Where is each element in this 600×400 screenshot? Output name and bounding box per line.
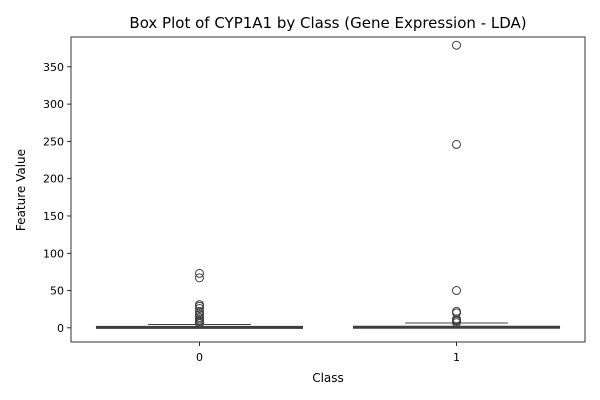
outlier-point xyxy=(195,303,204,313)
outlier-point xyxy=(452,318,461,328)
outlier-point xyxy=(195,318,204,328)
outlier-point xyxy=(195,306,204,316)
outlier-point xyxy=(452,139,461,149)
chart-title: Box Plot of CYP1A1 by Class (Gene Expres… xyxy=(129,14,526,32)
outlier-point xyxy=(195,301,204,311)
outlier-point xyxy=(195,268,204,278)
y-axis-label: Feature Value xyxy=(14,149,28,231)
y-tick-label: 150 xyxy=(43,210,64,223)
outlier-point xyxy=(452,40,461,50)
y-axis: 0 50 100 150 200 250 300 350 xyxy=(43,61,71,335)
y-tick-label: 0 xyxy=(57,322,64,335)
box-group-class-1 xyxy=(352,40,561,329)
outlier-point xyxy=(452,286,461,296)
y-tick-label: 100 xyxy=(43,247,64,260)
x-tick-label: 1 xyxy=(453,351,460,364)
plot-frame xyxy=(70,36,586,343)
outlier-point xyxy=(195,273,204,283)
x-tick-label: 0 xyxy=(196,351,203,364)
y-tick-label: 250 xyxy=(43,135,64,148)
y-tick-label: 300 xyxy=(43,98,64,111)
y-tick-label: 350 xyxy=(43,61,64,74)
y-tick-label: 200 xyxy=(43,173,64,186)
x-axis-label: Class xyxy=(312,371,344,385)
plot-area xyxy=(95,40,561,329)
y-tick-label: 50 xyxy=(50,285,64,298)
box-group-class-0 xyxy=(95,268,304,329)
